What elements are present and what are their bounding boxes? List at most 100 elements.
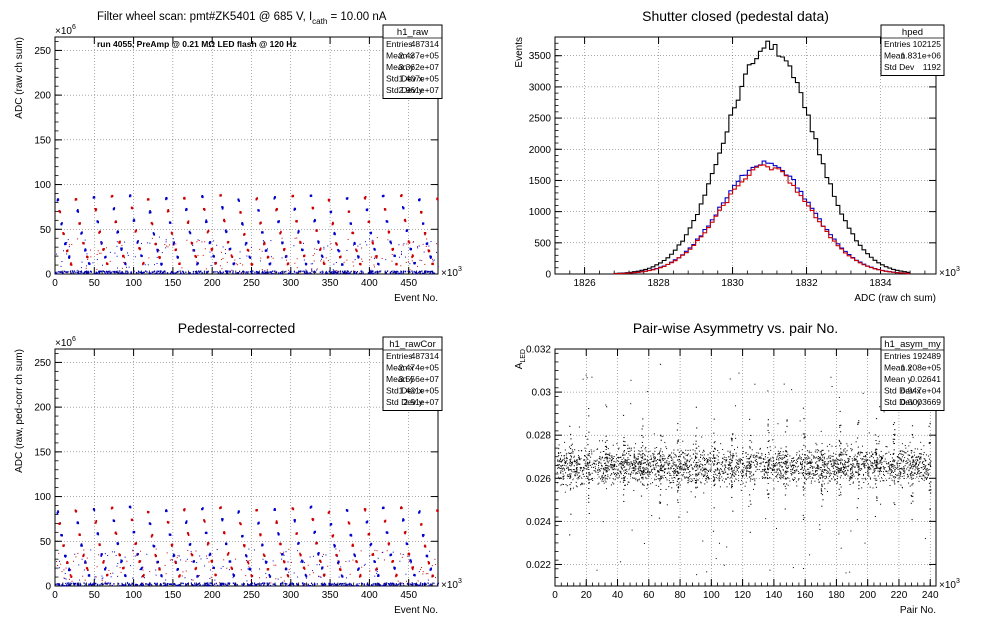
stats-label: Entries [884,39,910,49]
data-point [804,465,806,467]
data-point [345,584,347,586]
data-point [278,220,280,223]
data-point [258,209,260,212]
data-point [312,254,314,256]
data-point [113,583,115,585]
data-point [672,463,674,465]
data-point [834,479,836,481]
data-point [605,452,607,454]
data-point [808,473,810,475]
data-point [147,583,150,586]
data-point [395,584,397,586]
data-point [253,549,255,551]
data-point [279,272,282,275]
data-point [798,450,800,452]
data-point [706,481,708,483]
y-axis-label: ALED [514,349,527,369]
data-point [187,582,189,585]
data-point [374,575,376,577]
data-point [374,271,376,274]
data-point [305,269,307,271]
data-point [242,223,244,226]
data-point [376,569,378,571]
data-point [807,472,809,474]
data-point [225,230,228,233]
data-point [161,575,163,578]
data-point [854,459,856,461]
data-point [708,457,710,459]
data-point [700,469,702,471]
data-point [227,270,229,272]
data-point [648,464,650,466]
data-point [637,468,639,470]
data-point [709,452,711,454]
data-point [382,551,384,553]
data-point [175,560,177,562]
data-point [753,473,755,475]
data-point [232,582,234,584]
data-point [402,271,404,273]
data-point [869,456,871,458]
y-tick-label: 200 [34,403,51,414]
data-point [589,473,591,475]
data-point [276,208,279,211]
data-point [636,458,638,460]
data-point [99,252,101,254]
data-point [418,571,420,573]
data-point [264,272,266,274]
data-point [86,253,88,255]
data-point [815,457,817,459]
data-point [255,584,257,586]
data-point [777,473,779,475]
data-point [735,465,737,467]
data-point [165,245,167,247]
data-point [638,450,640,452]
data-point [649,472,651,474]
data-point [311,269,313,271]
data-point [644,448,646,450]
data-point [616,460,618,462]
data-point [851,472,853,474]
data-point [191,554,194,557]
data-point [283,247,286,251]
data-point [347,272,350,275]
data-point [695,473,697,475]
data-point [425,573,427,575]
data-point [303,584,305,587]
x-tick-label: 1834 [869,278,892,289]
scatter-points [55,505,439,587]
data-point [578,476,580,478]
data-point [70,262,72,265]
data-point [383,584,385,587]
data-point [310,582,313,585]
data-point [316,542,318,545]
data-point [275,564,277,566]
data-point [684,465,686,467]
data-point [657,465,659,467]
data-point [697,474,699,476]
data-point [251,582,253,584]
data-point [862,474,864,476]
x-exponent: ×103 [939,266,960,279]
data-point [916,471,918,473]
data-point [840,491,842,493]
data-point [851,476,853,478]
data-point [925,478,927,480]
data-point [899,468,901,470]
data-point [837,459,839,461]
data-point [907,466,909,468]
data-point [651,470,653,472]
data-point [139,560,141,563]
data-point [667,472,669,474]
data-point [401,582,403,584]
data-point [162,271,164,273]
data-point [844,448,846,450]
y-tick-label: 2000 [529,145,552,156]
data-point [56,560,58,562]
data-point [813,466,815,468]
data-point [132,219,135,222]
data-point [323,260,325,262]
data-point [882,480,884,482]
data-point [892,467,894,469]
data-point [422,243,424,245]
